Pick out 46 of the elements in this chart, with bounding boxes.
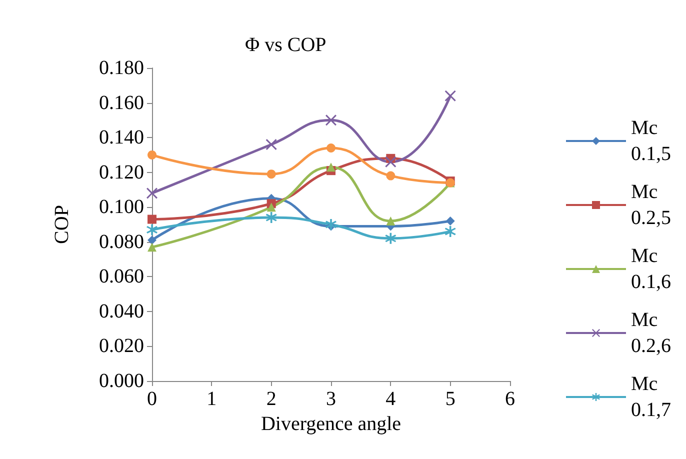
x-tick-label: 5 — [445, 388, 456, 410]
legend-label: Mc 0.2,5 — [631, 181, 671, 229]
legend-label: Mc 0.1,6 — [631, 245, 671, 293]
point — [326, 219, 336, 230]
point — [266, 139, 277, 150]
point — [326, 114, 336, 126]
y-tick-label: 0.100 — [99, 196, 144, 218]
legend-label: Mc 0.2,6 — [631, 309, 671, 357]
y-tick-label: 0.020 — [99, 335, 144, 358]
point — [148, 214, 156, 224]
point — [146, 188, 158, 199]
y-tick-label: 0.000 — [99, 370, 144, 392]
point — [146, 224, 158, 236]
point — [266, 202, 276, 212]
y-tick-label: 0.160 — [99, 92, 144, 114]
y-tick-label: 0.180 — [99, 57, 144, 79]
y-tick-label: 0.140 — [99, 126, 144, 149]
y-tick-label: 0.120 — [99, 161, 144, 184]
point — [266, 170, 276, 179]
x-tick-label: 1 — [206, 388, 217, 410]
legend-label: Mc 0.1,7 — [631, 373, 671, 421]
x-tick-label: 0 — [147, 388, 157, 410]
point — [326, 162, 336, 172]
x-tick-label: 4 — [386, 388, 396, 410]
point — [148, 236, 156, 245]
chart-title: Φ vs COP — [245, 34, 326, 56]
point — [266, 212, 277, 224]
point — [326, 143, 336, 152]
point — [444, 90, 456, 102]
y-axis-title: COP — [51, 205, 73, 244]
point — [446, 216, 455, 226]
point — [385, 232, 396, 244]
point — [444, 226, 456, 237]
point — [386, 171, 396, 180]
legend-label: Mc 0.1,5 — [631, 117, 671, 165]
point — [386, 216, 396, 226]
point — [148, 150, 156, 160]
x-axis-title: Divergence angle — [260, 412, 402, 435]
point — [148, 242, 156, 252]
point — [385, 156, 396, 168]
x-tick-label: 6 — [505, 388, 515, 410]
y-tick-label: 0.080 — [99, 230, 144, 253]
x-tick-label: 3 — [326, 388, 336, 410]
y-tick-label: 0.040 — [99, 300, 144, 322]
y-tick-label: 0.060 — [99, 266, 144, 288]
x-tick-label: 2 — [266, 388, 276, 410]
